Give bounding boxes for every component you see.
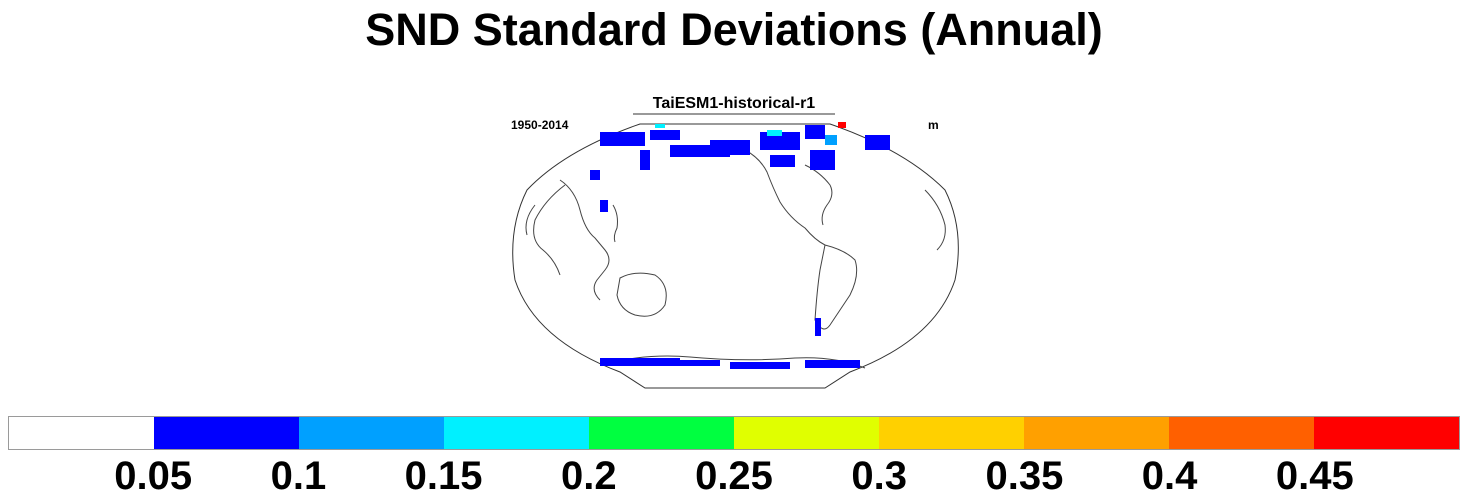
panel-subtitle: TaiESM1-historical-r1 (652, 95, 816, 112)
colorbar-tick-label: 0.25 (695, 454, 773, 498)
coastlines (525, 149, 946, 330)
colorbar-tick-label: 0.1 (270, 454, 327, 498)
colorbar-tick-label: 0.2 (560, 454, 617, 498)
colorbar-segment (154, 417, 299, 449)
colorbar-segment (1024, 417, 1169, 449)
colorbar-segment (444, 417, 589, 449)
colorbar-segment (1314, 417, 1459, 449)
units-label: m (928, 118, 939, 132)
snow-depth-field (590, 122, 890, 369)
figure-title: SND Standard Deviations (Annual) (365, 4, 1103, 55)
time-range-label: 1950-2014 (511, 118, 569, 132)
colorbar-tick-label: 0.4 (1141, 454, 1198, 498)
colorbar-tick-label: 0.35 (985, 454, 1064, 498)
colorbar-tick-label: 0.45 (1275, 454, 1354, 498)
colorbar-segment (589, 417, 734, 449)
colorbar-segment (1169, 417, 1314, 449)
map-boundary (512, 123, 959, 389)
colorbar-tick-label: 0.05 (114, 454, 193, 498)
antarctica (599, 355, 866, 369)
colorbar-tick-label: 0.15 (404, 454, 483, 498)
colorbar-segment (299, 417, 444, 449)
colorbar-segment (879, 417, 1024, 449)
colorbar (8, 416, 1460, 450)
colorbar-segment (734, 417, 879, 449)
world-map (512, 113, 959, 389)
colorbar-tick-label: 0.3 (851, 454, 907, 498)
colorbar-segment (9, 417, 154, 449)
